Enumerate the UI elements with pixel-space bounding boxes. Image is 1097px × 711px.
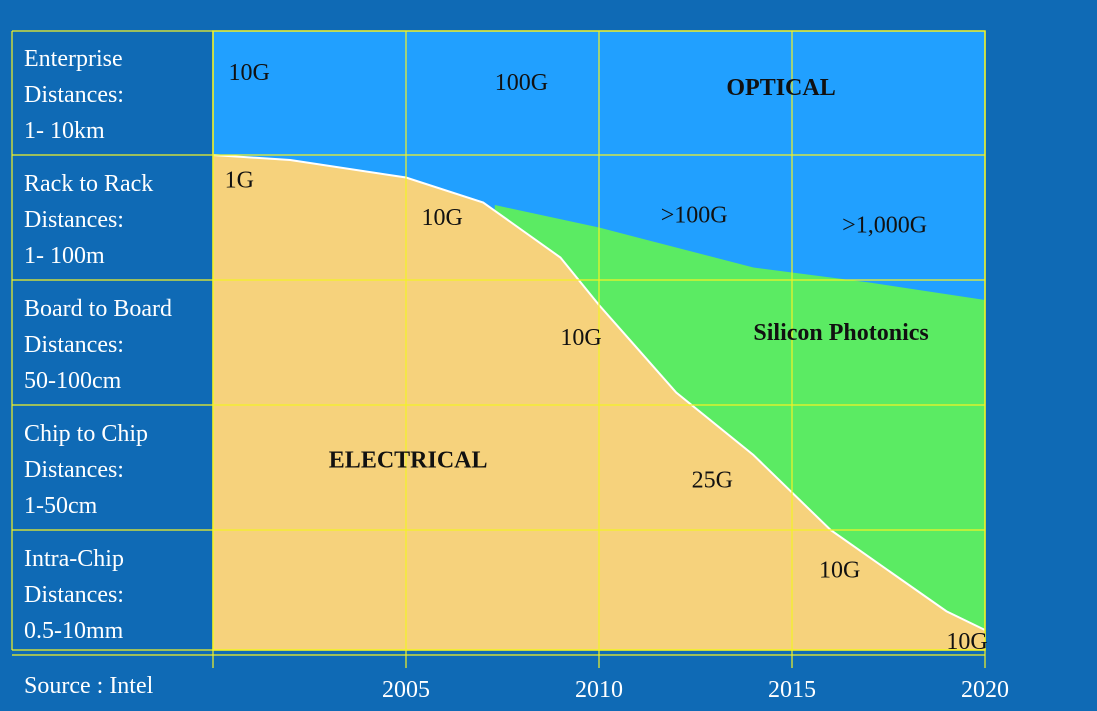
row-label-line: Distances: <box>24 82 124 108</box>
region-annotation: 10G <box>946 629 987 655</box>
x-tick-label: 2015 <box>768 677 816 703</box>
row-label-line: 50-100cm <box>24 368 122 394</box>
row-label: Enterprise Distances: 1- 10km <box>24 41 124 149</box>
row-label-line: 0.5-10mm <box>24 618 124 644</box>
row-label-line: Distances: <box>24 582 124 608</box>
row-label-line: Chip to Chip <box>24 421 149 447</box>
region-annotation: OPTICAL <box>726 75 835 101</box>
region-annotation: 10G <box>228 60 269 86</box>
row-label: Board to Board Distances: 50-100cm <box>24 291 172 399</box>
row-label-line: Board to Board <box>24 296 172 322</box>
x-tick-label: 2020 <box>961 677 1009 703</box>
row-label: Chip to Chip Distances: 1-50cm <box>24 416 148 524</box>
row-label-line: Intra-Chip <box>24 546 124 572</box>
row-label-line: Distances: <box>24 332 124 358</box>
region-annotation: >1,000G <box>842 213 927 239</box>
silicon-photonics-region <box>494 205 985 630</box>
source-label: Source : Intel <box>24 673 154 699</box>
row-label-line: Distances: <box>24 207 124 233</box>
row-label-line: 1-50cm <box>24 493 98 519</box>
row-label: Rack to Rack Distances: 1- 100m <box>24 166 153 274</box>
row-label-line: 1- 10km <box>24 118 105 144</box>
row-label-line: Enterprise <box>24 46 123 72</box>
annotations-layer: 10G 100G OPTICAL 1G 10G >100G >1,000G 10G Silico… <box>225 60 988 655</box>
region-annotation: ELECTRICAL <box>329 448 488 474</box>
x-tick-layer: 2005 2010 2015 2020 <box>382 677 1009 703</box>
row-label-line: Distances: <box>24 457 124 483</box>
region-annotation: Silicon Photonics <box>753 320 928 346</box>
region-annotation: 10G <box>819 558 860 584</box>
x-tick-label: 2010 <box>575 677 623 703</box>
region-annotation: 25G <box>692 468 733 494</box>
region-annotation: 100G <box>495 70 548 96</box>
row-label-line: Rack to Rack <box>24 171 154 197</box>
region-annotation: 10G <box>560 325 601 351</box>
x-tick-label: 2005 <box>382 677 430 703</box>
region-annotation: 1G <box>225 168 254 194</box>
region-annotation: >100G <box>661 203 728 229</box>
region-annotation: 10G <box>421 205 462 231</box>
grid-layer <box>11 30 986 668</box>
row-label-line: 1- 100m <box>24 243 105 269</box>
row-label: Intra-Chip Distances: 0.5-10mm <box>24 541 124 649</box>
